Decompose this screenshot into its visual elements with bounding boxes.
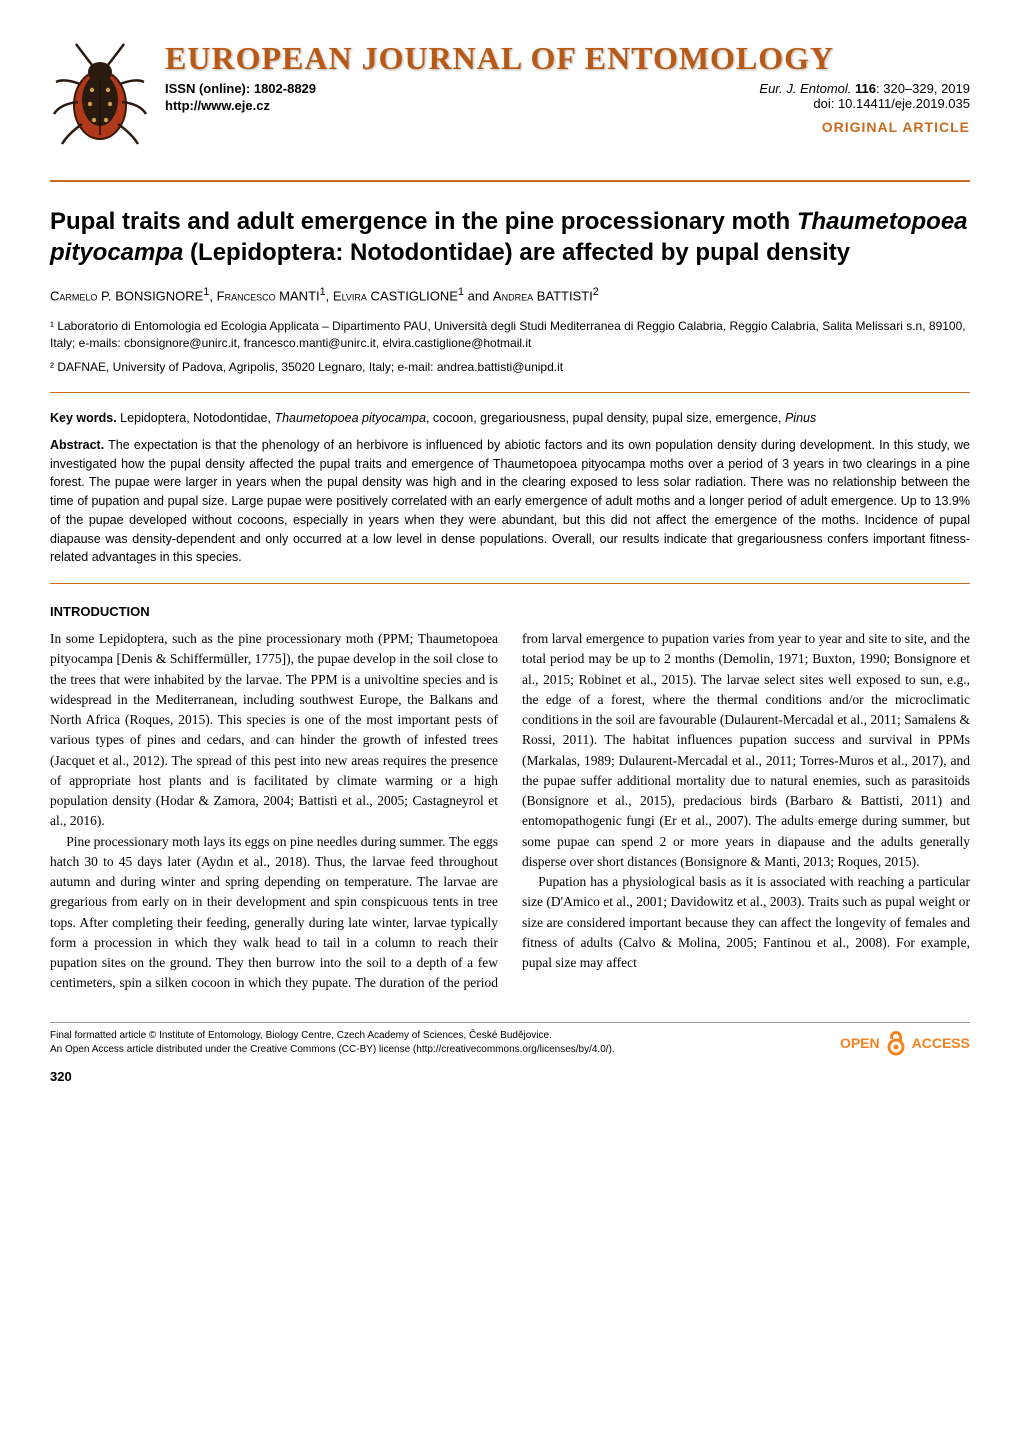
journal-meta-right: Eur. J. Entomol. 116: 320–329, 2019 doi:… bbox=[759, 81, 970, 113]
article-type-badge: ORIGINAL ARTICLE bbox=[165, 119, 970, 135]
sep-1: , bbox=[209, 289, 216, 304]
journal-meta-left: ISSN (online): 1802-8829 http://www.eje.… bbox=[165, 81, 316, 113]
section-heading-intro: INTRODUCTION bbox=[50, 604, 970, 619]
author-4: Andrea BATTISTI bbox=[493, 289, 593, 304]
author-2: Francesco MANTI bbox=[217, 289, 320, 304]
citation-pages: : 320–329, 2019 bbox=[876, 81, 970, 96]
journal-url[interactable]: http://www.eje.cz bbox=[165, 98, 316, 113]
authors-line: Carmelo P. BONSIGNORE1, Francesco MANTI1… bbox=[50, 286, 970, 303]
sep-2: , bbox=[326, 289, 333, 304]
body-columns: In some Lepidoptera, such as the pine pr… bbox=[50, 629, 970, 994]
oa-access-label: ACCESS bbox=[912, 1035, 970, 1051]
keywords-label: Key words. bbox=[50, 411, 117, 425]
body-p1: In some Lepidoptera, such as the pine pr… bbox=[50, 629, 498, 832]
journal-meta-row: ISSN (online): 1802-8829 http://www.eje.… bbox=[165, 81, 970, 113]
doi-line: doi: 10.14411/eje.2019.035 bbox=[759, 96, 970, 111]
article-title: Pupal traits and adult emergence in the … bbox=[50, 206, 970, 268]
header-rule bbox=[50, 180, 970, 182]
logo-row: EUROPEAN JOURNAL OF ENTOMOLOGY ISSN (onl… bbox=[50, 40, 970, 150]
journal-bug-icon bbox=[50, 40, 150, 150]
title-part1: Pupal traits and adult emergence in the … bbox=[50, 208, 797, 235]
title-part2: (Lepidoptera: Notodontidae) are affected… bbox=[183, 239, 850, 266]
footer-line-1: Final formatted article © Institute of E… bbox=[50, 1029, 840, 1043]
author-1: Carmelo P. BONSIGNORE bbox=[50, 289, 203, 304]
affiliation-1: ¹ Laboratorio di Entomologia ed Ecologia… bbox=[50, 318, 970, 352]
journal-info-block: EUROPEAN JOURNAL OF ENTOMOLOGY ISSN (onl… bbox=[165, 40, 970, 135]
oa-open-label: OPEN bbox=[840, 1035, 880, 1051]
citation-vol-num: 116 bbox=[855, 81, 876, 96]
journal-name: EUROPEAN JOURNAL OF ENTOMOLOGY bbox=[165, 40, 970, 77]
meta-rule-bottom bbox=[50, 583, 970, 584]
meta-rule-top bbox=[50, 392, 970, 393]
kw-species-1: Thaumetopoea pityocampa bbox=[274, 411, 425, 425]
open-access-badge: OPEN ACCESS bbox=[840, 1029, 970, 1057]
page-number: 320 bbox=[50, 1069, 970, 1084]
body-p3: Pupation has a physiological basis as it… bbox=[522, 872, 970, 973]
footer-text: Final formatted article © Institute of E… bbox=[50, 1029, 840, 1057]
open-access-icon bbox=[886, 1029, 906, 1057]
affiliation-2: ² DAFNAE, University of Padova, Agripoli… bbox=[50, 359, 970, 376]
issn-value: 1802-8829 bbox=[254, 81, 316, 96]
sep-last: and bbox=[464, 289, 493, 304]
abstract-text: The expectation is that the phenology of… bbox=[50, 438, 970, 565]
journal-header: EUROPEAN JOURNAL OF ENTOMOLOGY ISSN (onl… bbox=[50, 40, 970, 150]
issn-line: ISSN (online): 1802-8829 bbox=[165, 81, 316, 96]
abstract-label: Abstract. bbox=[50, 438, 104, 452]
keywords-text: Lepidoptera, Notodontidae, Thaumetopoea … bbox=[117, 411, 817, 425]
citation-journal: Eur. J. Entomol. bbox=[759, 81, 851, 96]
keywords-block: Key words. Lepidoptera, Notodontidae, Th… bbox=[50, 409, 970, 428]
issn-label: ISSN (online): bbox=[165, 81, 254, 96]
kw-species-2: Pinus bbox=[785, 411, 816, 425]
abstract-block: Abstract. The expectation is that the ph… bbox=[50, 436, 970, 567]
footer-line-2: An Open Access article distributed under… bbox=[50, 1043, 840, 1057]
footer-region: Final formatted article © Institute of E… bbox=[50, 1022, 970, 1057]
citation-line: Eur. J. Entomol. 116: 320–329, 2019 bbox=[759, 81, 970, 96]
author-3: Elvira CASTIGLIONE bbox=[333, 289, 458, 304]
author-4-sup: 2 bbox=[593, 286, 599, 298]
